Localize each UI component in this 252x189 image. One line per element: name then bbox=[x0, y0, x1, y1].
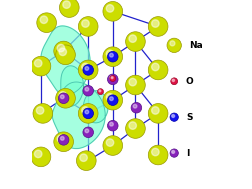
Circle shape bbox=[129, 122, 136, 129]
Circle shape bbox=[60, 95, 64, 99]
Circle shape bbox=[129, 35, 136, 42]
Circle shape bbox=[170, 41, 175, 46]
Circle shape bbox=[85, 110, 89, 114]
Circle shape bbox=[107, 95, 118, 105]
Circle shape bbox=[106, 50, 114, 57]
Circle shape bbox=[85, 87, 89, 91]
Text: Na: Na bbox=[189, 41, 203, 50]
Polygon shape bbox=[83, 91, 108, 123]
Circle shape bbox=[82, 63, 89, 71]
Circle shape bbox=[148, 145, 168, 165]
Circle shape bbox=[107, 51, 118, 62]
Circle shape bbox=[40, 16, 48, 23]
Circle shape bbox=[56, 88, 75, 108]
Circle shape bbox=[172, 150, 175, 153]
Circle shape bbox=[31, 56, 51, 76]
Circle shape bbox=[63, 1, 70, 8]
Circle shape bbox=[171, 78, 178, 85]
Circle shape bbox=[99, 90, 101, 92]
Circle shape bbox=[60, 136, 64, 140]
Circle shape bbox=[125, 75, 145, 95]
Circle shape bbox=[78, 17, 98, 36]
Circle shape bbox=[35, 60, 42, 67]
Circle shape bbox=[83, 85, 93, 96]
Circle shape bbox=[57, 135, 65, 143]
Circle shape bbox=[111, 77, 113, 79]
Circle shape bbox=[133, 104, 137, 108]
Circle shape bbox=[148, 17, 168, 36]
Polygon shape bbox=[52, 82, 105, 149]
Circle shape bbox=[103, 90, 122, 110]
Circle shape bbox=[172, 115, 175, 118]
Circle shape bbox=[83, 65, 93, 75]
Circle shape bbox=[107, 74, 118, 85]
Circle shape bbox=[82, 20, 89, 27]
Circle shape bbox=[78, 60, 98, 80]
Circle shape bbox=[59, 48, 67, 56]
Circle shape bbox=[106, 5, 114, 12]
Circle shape bbox=[35, 150, 42, 158]
Circle shape bbox=[125, 32, 145, 51]
Circle shape bbox=[59, 0, 79, 17]
Circle shape bbox=[83, 127, 93, 138]
Circle shape bbox=[167, 38, 181, 53]
Circle shape bbox=[110, 75, 116, 81]
Circle shape bbox=[31, 147, 51, 167]
Circle shape bbox=[129, 78, 136, 86]
Circle shape bbox=[152, 63, 159, 71]
Circle shape bbox=[152, 20, 159, 27]
Circle shape bbox=[58, 93, 69, 104]
Circle shape bbox=[77, 151, 96, 170]
Circle shape bbox=[80, 154, 87, 161]
Circle shape bbox=[98, 89, 104, 95]
Polygon shape bbox=[41, 26, 90, 95]
Circle shape bbox=[103, 47, 122, 67]
Circle shape bbox=[125, 119, 145, 138]
Circle shape bbox=[54, 41, 74, 61]
Circle shape bbox=[103, 2, 122, 21]
Circle shape bbox=[106, 139, 114, 146]
Circle shape bbox=[106, 94, 114, 101]
Polygon shape bbox=[61, 66, 83, 106]
Circle shape bbox=[131, 102, 142, 113]
Circle shape bbox=[170, 113, 178, 121]
Text: I: I bbox=[186, 149, 189, 158]
Circle shape bbox=[107, 120, 118, 131]
Circle shape bbox=[110, 97, 113, 101]
Circle shape bbox=[152, 107, 159, 114]
Circle shape bbox=[37, 13, 56, 33]
Circle shape bbox=[54, 132, 74, 152]
Circle shape bbox=[36, 107, 44, 114]
Circle shape bbox=[85, 67, 89, 70]
Circle shape bbox=[78, 104, 98, 123]
Circle shape bbox=[59, 92, 67, 99]
Circle shape bbox=[33, 104, 53, 123]
Circle shape bbox=[172, 79, 175, 81]
Text: O: O bbox=[185, 77, 193, 86]
Circle shape bbox=[148, 60, 168, 80]
Circle shape bbox=[82, 107, 89, 114]
Circle shape bbox=[85, 129, 89, 133]
Circle shape bbox=[110, 53, 113, 57]
Circle shape bbox=[58, 135, 69, 145]
Circle shape bbox=[56, 45, 75, 65]
Circle shape bbox=[57, 44, 65, 52]
Circle shape bbox=[148, 104, 168, 123]
Circle shape bbox=[110, 76, 113, 80]
Circle shape bbox=[152, 148, 159, 156]
Circle shape bbox=[103, 136, 122, 155]
Circle shape bbox=[83, 108, 93, 119]
Text: S: S bbox=[186, 113, 193, 122]
Circle shape bbox=[110, 122, 113, 126]
Circle shape bbox=[170, 149, 178, 157]
